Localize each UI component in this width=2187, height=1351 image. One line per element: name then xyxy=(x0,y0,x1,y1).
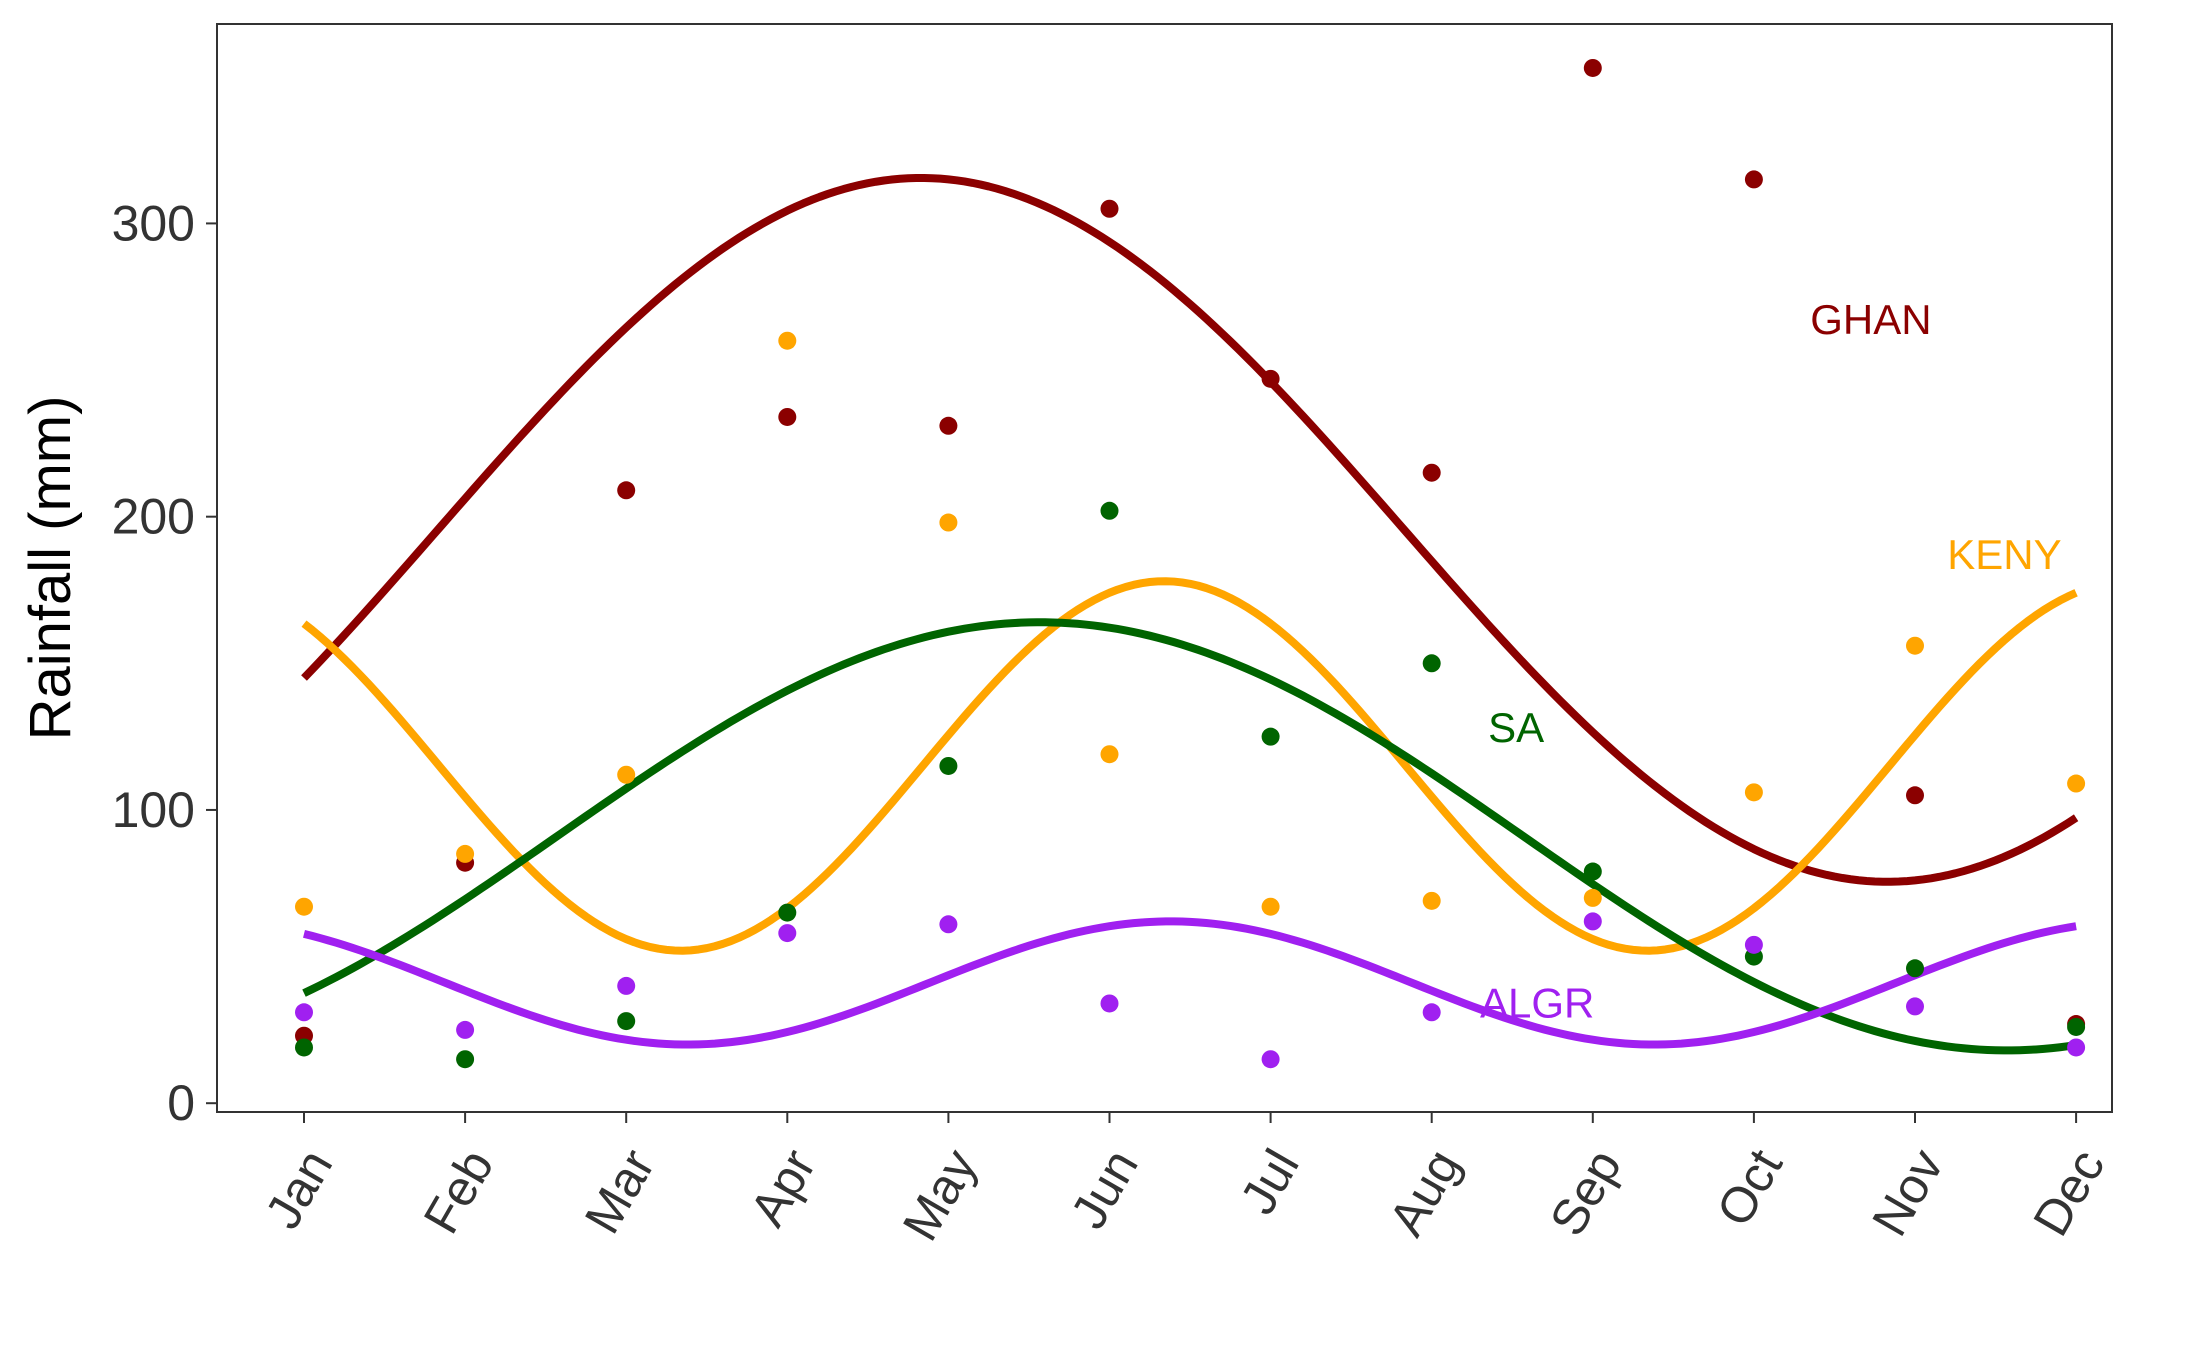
point-keny-aug xyxy=(1422,891,1441,910)
point-algr-aug xyxy=(1422,1003,1441,1022)
point-algr-nov xyxy=(1906,997,1924,1016)
point-algr-apr xyxy=(778,924,797,943)
series-labels: GHAN KENY SA ALGR xyxy=(1480,296,2062,1026)
data-points xyxy=(295,58,2086,1069)
point-keny-feb xyxy=(456,844,475,863)
point-ghan-mar xyxy=(617,481,636,500)
point-sa-jul xyxy=(1261,727,1280,746)
point-sa-apr xyxy=(778,903,797,922)
point-algr-jun xyxy=(1100,994,1119,1013)
series-label-sa: SA xyxy=(1488,704,1544,751)
point-algr-dec xyxy=(2067,1038,2086,1057)
plot-panel-border xyxy=(216,23,2113,1113)
point-sa-sep xyxy=(1583,862,1602,881)
point-algr-feb xyxy=(456,1020,475,1039)
point-ghan-sep xyxy=(1583,58,1602,77)
point-keny-jun xyxy=(1100,745,1119,764)
point-algr-sep xyxy=(1583,912,1602,931)
fit-curves xyxy=(301,173,2079,1055)
point-keny-may xyxy=(939,513,958,532)
series-label-keny: KENY xyxy=(1947,531,2061,578)
point-keny-jan xyxy=(295,897,313,916)
point-algr-jan xyxy=(295,1003,313,1022)
point-keny-dec xyxy=(2067,774,2086,793)
point-sa-feb xyxy=(456,1050,475,1069)
point-ghan-apr xyxy=(778,407,797,426)
point-algr-oct xyxy=(1744,935,1763,954)
fit-curve-ghan xyxy=(301,173,2079,886)
y-axis-title: Rainfall (mm) xyxy=(18,396,83,741)
point-keny-mar xyxy=(617,765,636,784)
point-sa-mar xyxy=(617,1012,636,1031)
point-ghan-aug xyxy=(1422,463,1441,482)
point-sa-nov xyxy=(1906,959,1924,978)
point-keny-oct xyxy=(1744,783,1763,802)
point-ghan-jul xyxy=(1261,369,1280,388)
point-sa-aug xyxy=(1422,654,1441,673)
y-tick-label: 100 xyxy=(112,782,195,838)
point-sa-dec xyxy=(2067,1017,2086,1036)
fit-curve-keny xyxy=(301,577,2078,955)
point-keny-jul xyxy=(1261,897,1280,916)
point-keny-sep xyxy=(1583,888,1602,907)
y-tick-label: 300 xyxy=(112,195,195,251)
point-algr-jul xyxy=(1261,1050,1280,1069)
point-sa-jun xyxy=(1100,501,1119,520)
fit-curve-sa xyxy=(302,618,2077,1055)
point-ghan-nov xyxy=(1906,786,1924,805)
point-keny-apr xyxy=(778,331,797,350)
series-label-ghan: GHAN xyxy=(1810,296,1931,343)
point-ghan-oct xyxy=(1744,170,1763,189)
y-tick-label: 200 xyxy=(112,489,195,545)
series-label-algr: ALGR xyxy=(1480,980,1594,1027)
point-sa-jan xyxy=(295,1038,313,1057)
point-ghan-jun xyxy=(1100,199,1119,218)
y-tick-label: 0 xyxy=(167,1075,195,1131)
point-algr-mar xyxy=(617,976,636,995)
point-algr-may xyxy=(939,915,958,934)
point-sa-may xyxy=(939,756,958,775)
point-ghan-may xyxy=(939,416,958,435)
fit-curve-algr xyxy=(303,917,2077,1049)
point-keny-nov xyxy=(1906,636,1924,655)
